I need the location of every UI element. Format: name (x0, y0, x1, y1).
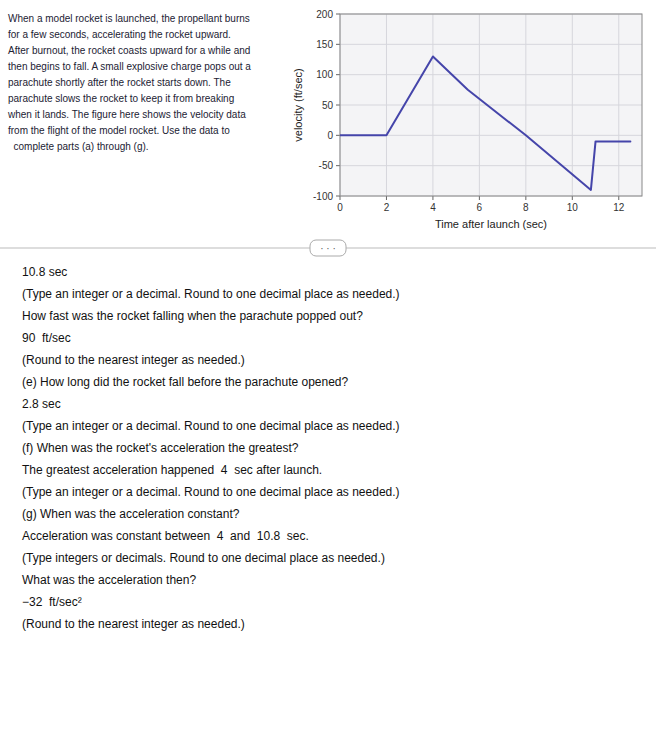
grid-line (340, 74, 642, 75)
divider-button[interactable] (310, 240, 346, 256)
divider-label[interactable]: · · · (320, 243, 336, 254)
tick (479, 196, 480, 200)
answer-line: 10.8 sec (22, 265, 67, 279)
description-line: complete parts (a) through (g). (8, 141, 149, 152)
tick-label: 12 (613, 202, 625, 213)
description-line: from the flight of the model rocket. Use… (8, 125, 230, 136)
page: When a model rocket is launched, the pro… (0, 0, 656, 733)
answer-line: (Round to the nearest integer as needed.… (22, 353, 245, 367)
tick-label: 8 (523, 202, 529, 213)
tick (336, 74, 340, 75)
grid-line (340, 105, 642, 106)
tick-label: 0 (327, 130, 333, 141)
tick (525, 196, 526, 200)
answer-line: (Type integers or decimals. Round to one… (22, 551, 385, 565)
answer-line: (g) When was the acceleration constant? (22, 507, 240, 521)
tick-label: 2 (384, 202, 390, 213)
tick (336, 196, 340, 197)
series (340, 56, 630, 189)
description-line: when it lands. The figure here shows the… (7, 109, 246, 120)
description-line: parachute shortly after the rocket start… (8, 77, 231, 88)
answer-line: (Type an integer or a decimal. Round to … (22, 419, 400, 433)
tick-label: 200 (316, 9, 333, 20)
y-axis-label: velocity (ft/sec) (292, 68, 304, 141)
answer-line: (Type an integer or a decimal. Round to … (22, 485, 400, 499)
answer-line: What was the acceleration then? (22, 573, 196, 587)
tick (336, 135, 340, 136)
tick-label: 6 (477, 202, 483, 213)
answer-line: (e) How long did the rocket fall before … (22, 375, 349, 389)
answer-line: (Round to the nearest integer as needed.… (22, 617, 245, 631)
tick (340, 196, 341, 200)
answer-line: (Type an integer or a decimal. Round to … (22, 287, 400, 301)
answer-line: 90 ft/sec (22, 331, 71, 345)
answer-line: 2.8 sec (22, 397, 61, 411)
tick (336, 14, 340, 15)
tick-label: 100 (316, 69, 333, 80)
answer-line: (f) When was the rocket's acceleration t… (22, 441, 299, 455)
tick-label: -100 (313, 191, 333, 202)
tick-label: 10 (567, 202, 579, 213)
chart: 0 2 4 6 8 10 12 -100 -50 0 50 100 150 200 Time after l… (292, 9, 642, 231)
grid-line (340, 165, 642, 166)
tick-label: 150 (316, 39, 333, 50)
tick (336, 105, 340, 106)
tick (572, 196, 573, 200)
x-axis-label: Time after launch (sec) (435, 218, 547, 230)
plot-frame (340, 14, 642, 196)
tick (336, 44, 340, 45)
plot-area (340, 14, 642, 196)
tick (432, 196, 433, 200)
tick-label: 50 (322, 100, 334, 111)
answer-line: −32 ft/sec² (22, 595, 82, 609)
description-line: When a model rocket is launched, the pro… (8, 13, 250, 24)
description-line: then begins to fall. A small explosive c… (8, 61, 251, 72)
grid (340, 14, 642, 196)
answer-line: Acceleration was constant between 4 and … (22, 529, 309, 543)
answer-line: The greatest acceleration happened 4 sec… (22, 463, 322, 477)
tick-label: -50 (319, 160, 334, 171)
tick (386, 196, 387, 200)
answer-line: How fast was the rocket falling when the… (22, 309, 363, 323)
axes: 0 2 4 6 8 10 12 -100 -50 0 50 100 150 200 (313, 9, 642, 214)
grid-line (340, 44, 642, 45)
description-line: for a few seconds, accelerating the rock… (8, 29, 231, 40)
description-line: After burnout, the rocket coasts upward … (8, 45, 250, 56)
velocity-line (340, 56, 630, 189)
tick-label: 4 (430, 202, 436, 213)
tick-label: 0 (337, 202, 343, 213)
tick (336, 165, 340, 166)
description-line: parachute slows the rocket to keep it fr… (8, 93, 234, 104)
tick (618, 196, 619, 200)
